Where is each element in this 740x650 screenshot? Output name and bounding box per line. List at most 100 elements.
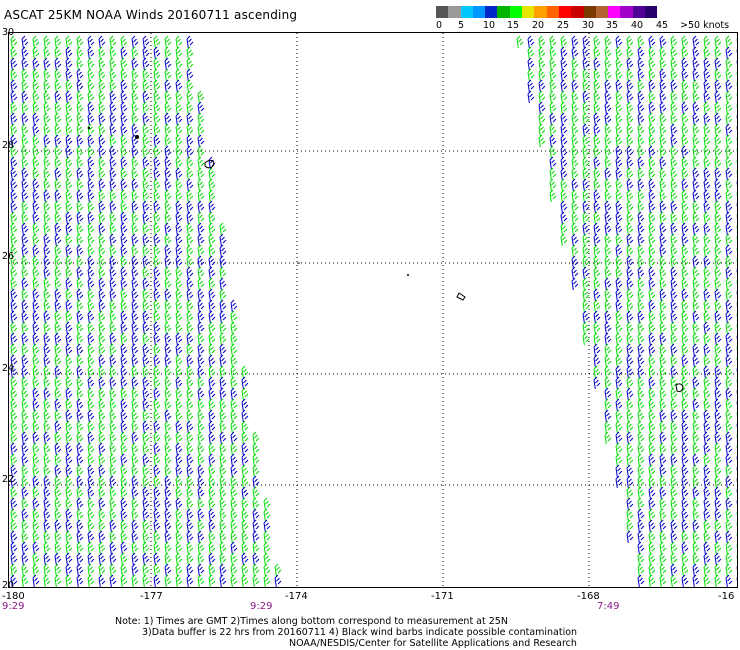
- wind-barb: [98, 277, 106, 291]
- wind-barb: [43, 299, 51, 313]
- wind-barb: [76, 211, 84, 225]
- wind-barb: [131, 310, 139, 324]
- wind-barb: [681, 299, 689, 313]
- wind-barb: [593, 244, 601, 258]
- wind-barb: [692, 420, 700, 434]
- wind-barb: [98, 321, 106, 335]
- wind-barb: [703, 310, 711, 324]
- wind-barb: [714, 145, 722, 159]
- wind-barb: [714, 530, 722, 544]
- scale-label-15: 15: [507, 20, 520, 31]
- wind-barb: [21, 442, 29, 456]
- wind-barb: [593, 145, 601, 159]
- wind-barb: [670, 321, 678, 335]
- wind-barb: [736, 291, 737, 296]
- wind-barb: [142, 288, 150, 302]
- wind-barb: [615, 57, 623, 71]
- wind-barb: [582, 189, 590, 203]
- wind-barb: [109, 497, 117, 511]
- wind-barb: [582, 156, 590, 170]
- wind-barb-map: [9, 33, 737, 587]
- lon-label-174: -174: [285, 591, 308, 602]
- wind-barb: [65, 475, 73, 489]
- wind-barb: [208, 563, 216, 577]
- wind-barb: [670, 101, 678, 115]
- wind-barb: [109, 200, 117, 214]
- wind-barb: [21, 321, 29, 335]
- wind-barb: [153, 233, 161, 247]
- wind-barb: [670, 431, 678, 445]
- wind-barb: [593, 189, 601, 203]
- wind-barb: [626, 420, 634, 434]
- wind-barb: [725, 321, 733, 335]
- wind-barb: [65, 453, 73, 467]
- wind-barb: [604, 343, 612, 357]
- wind-barb: [120, 222, 128, 236]
- wind-barb: [703, 244, 711, 258]
- wind-barb: [241, 431, 249, 445]
- wind-barb: [120, 167, 128, 181]
- wind-barb: [109, 365, 117, 379]
- wind-barb: [670, 46, 678, 60]
- wind-barb: [560, 156, 568, 170]
- wind-barb: [736, 555, 737, 560]
- wind-barb: [615, 222, 623, 236]
- wind-barb: [670, 222, 678, 236]
- wind-barb: [54, 354, 62, 368]
- wind-barb: [87, 288, 95, 302]
- color-scale-swatch: [509, 6, 523, 18]
- wind-barb: [714, 541, 722, 555]
- wind-barb: [65, 134, 73, 148]
- wind-barb: [65, 332, 73, 346]
- swath-time-label: 9:29: [250, 601, 273, 612]
- wind-barb: [54, 475, 62, 489]
- wind-barb: [593, 101, 601, 115]
- color-scale-swatch: [608, 6, 621, 18]
- wind-barb: [32, 255, 40, 269]
- wind-barb: [681, 90, 689, 104]
- wind-barb: [736, 500, 737, 505]
- wind-barb: [670, 211, 678, 225]
- wind-barb: [219, 387, 227, 401]
- wind-barb: [593, 79, 601, 93]
- island-dot: [298, 262, 300, 264]
- wind-barb: [582, 288, 590, 302]
- wind-barb: [736, 214, 737, 219]
- wind-barb: [186, 90, 194, 104]
- wind-barb: [186, 101, 194, 115]
- wind-barb: [142, 112, 150, 126]
- wind-barb: [87, 156, 95, 170]
- wind-barb: [626, 475, 634, 489]
- wind-barb: [153, 332, 161, 346]
- wind-barb: [670, 57, 678, 71]
- wind-barb: [560, 68, 568, 82]
- wind-barb: [87, 211, 95, 225]
- wind-barb: [131, 552, 139, 566]
- wind-barb: [670, 486, 678, 500]
- wind-barb: [175, 310, 183, 324]
- wind-barb: [571, 46, 579, 60]
- wind-barb: [692, 310, 700, 324]
- wind-barb: [241, 530, 249, 544]
- wind-barb: [98, 332, 106, 346]
- wind-barb: [43, 123, 51, 137]
- wind-barb: [197, 277, 205, 291]
- wind-barb: [153, 134, 161, 148]
- wind-barb: [703, 68, 711, 82]
- wind-barb: [725, 332, 733, 346]
- color-scale-swatch: [558, 6, 572, 18]
- wind-barb: [615, 178, 623, 192]
- wind-barb: [703, 178, 711, 192]
- wind-barb: [593, 46, 601, 60]
- wind-barb: [120, 233, 128, 247]
- wind-barb: [109, 310, 117, 324]
- wind-barb: [76, 354, 84, 368]
- wind-barb: [164, 167, 172, 181]
- wind-barb: [692, 519, 700, 533]
- wind-barb: [175, 530, 183, 544]
- wind-barb: [164, 321, 172, 335]
- wind-barb: [692, 398, 700, 412]
- wind-barb: [560, 57, 568, 71]
- wind-barb: [32, 145, 40, 159]
- wind-barb: [637, 123, 645, 137]
